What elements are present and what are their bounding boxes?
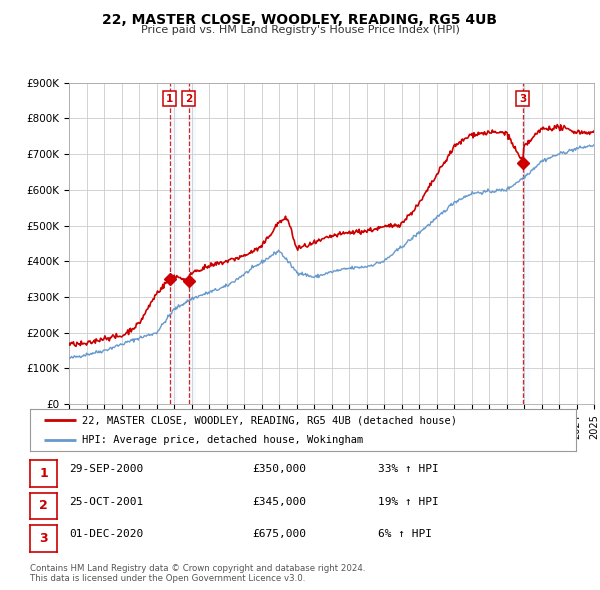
Text: 01-DEC-2020: 01-DEC-2020 [69, 529, 143, 539]
Text: 19% ↑ HPI: 19% ↑ HPI [378, 497, 439, 507]
Text: 3: 3 [519, 94, 526, 104]
Text: 6% ↑ HPI: 6% ↑ HPI [378, 529, 432, 539]
Text: 25-OCT-2001: 25-OCT-2001 [69, 497, 143, 507]
Text: 33% ↑ HPI: 33% ↑ HPI [378, 464, 439, 474]
Bar [523, 83, 530, 404]
Bar [188, 83, 196, 404]
Text: 22, MASTER CLOSE, WOODLEY, READING, RG5 4UB (detached house): 22, MASTER CLOSE, WOODLEY, READING, RG5 … [82, 415, 457, 425]
Text: £345,000: £345,000 [252, 497, 306, 507]
Text: Price paid vs. HM Land Registry's House Price Index (HPI): Price paid vs. HM Land Registry's House … [140, 25, 460, 35]
Text: 2: 2 [185, 94, 192, 104]
Text: 22, MASTER CLOSE, WOODLEY, READING, RG5 4UB: 22, MASTER CLOSE, WOODLEY, READING, RG5 … [103, 13, 497, 27]
Text: 1: 1 [39, 467, 48, 480]
Text: £675,000: £675,000 [252, 529, 306, 539]
Text: 3: 3 [39, 532, 48, 545]
Text: 29-SEP-2000: 29-SEP-2000 [69, 464, 143, 474]
Bar [169, 83, 176, 404]
Text: 1: 1 [166, 94, 173, 104]
Text: Contains HM Land Registry data © Crown copyright and database right 2024.
This d: Contains HM Land Registry data © Crown c… [30, 563, 365, 583]
Text: 2: 2 [39, 499, 48, 513]
Text: £350,000: £350,000 [252, 464, 306, 474]
Text: HPI: Average price, detached house, Wokingham: HPI: Average price, detached house, Woki… [82, 435, 363, 445]
